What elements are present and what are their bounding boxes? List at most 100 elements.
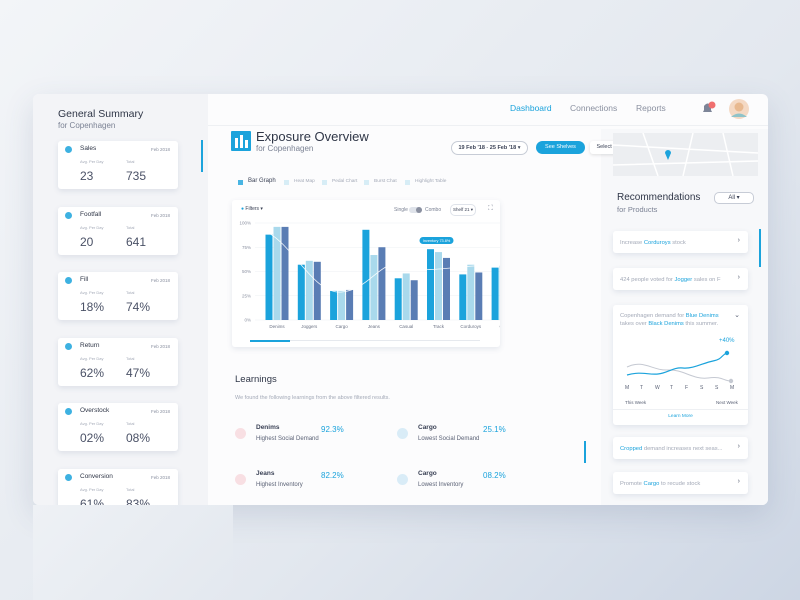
- recommendation-card[interactable]: Copenhagen demand for Blue Denims takes …: [613, 305, 748, 425]
- trend-dot: [724, 350, 730, 356]
- bottom-cover: [33, 505, 233, 600]
- tab[interactable]: Heat Map: [294, 179, 315, 184]
- x-tick-label: Track: [433, 324, 445, 329]
- recommendation-card[interactable]: Increase Corduroys stock ›: [613, 231, 748, 253]
- bar: [265, 234, 273, 320]
- avg-value: 02%: [80, 431, 105, 445]
- bar-chart: 0% 25% 50% 75% 100% Denims Joggers Cargo Jeans Ca…: [239, 221, 500, 329]
- bar: [410, 280, 418, 320]
- avg-label: Avg. Per Day: [80, 225, 104, 230]
- summary-card[interactable]: Fill Feb 2018 Avg. Per Day 18% Total 74%: [58, 272, 178, 320]
- tab[interactable]: Pedal Chart: [332, 179, 358, 184]
- map-pin: [665, 150, 671, 160]
- total-value: 641: [126, 235, 147, 249]
- day-label: M: [730, 385, 735, 391]
- rec-text-part: demand increases next seas...: [642, 446, 723, 452]
- total-value: 74%: [126, 300, 151, 314]
- active-indicator: [201, 140, 203, 172]
- avg-value: 18%: [80, 300, 105, 314]
- chevron: ⌄: [734, 312, 740, 319]
- bar: [297, 264, 305, 320]
- y-tick-label: 100%: [239, 221, 251, 226]
- filters-label: Filters: [245, 206, 260, 212]
- expand-icon[interactable]: ⛶: [488, 205, 493, 212]
- rec-highlight: Jogger: [674, 277, 693, 283]
- learning-icon: [235, 428, 246, 439]
- notification-bell[interactable]: [700, 100, 718, 116]
- recommendation-card[interactable]: Promote Cargo to recude stock ›: [613, 472, 748, 494]
- card-icon: [65, 212, 72, 219]
- chart-card: ● Filters ▾ Single Combo Shelf 21 ▾ ⛶ 0%…: [232, 200, 500, 347]
- avg-label: Avg. Per Day: [80, 290, 104, 295]
- recommendations-filter[interactable]: All ▾: [714, 192, 754, 204]
- tab-icon: [284, 180, 289, 185]
- rec-text: Copenhagen demand for Blue Denims takes …: [620, 312, 730, 328]
- rec-scroll: [759, 229, 761, 267]
- summary-card[interactable]: Footfall Feb 2018 Avg. Per Day 20 Total 641: [58, 207, 178, 255]
- y-tick-label: 0%: [244, 318, 251, 323]
- summary-card[interactable]: Sales Feb 2018 Avg. Per Day 23 Total 735: [58, 141, 178, 189]
- scroll-thumb[interactable]: [250, 340, 290, 342]
- section-title: Exposure Overview: [256, 129, 369, 144]
- tab[interactable]: Burst Chat: [374, 179, 397, 184]
- recommendation-card[interactable]: 424 people voted for Jogger sales on F ›: [613, 268, 748, 290]
- summary-card[interactable]: Overstock Feb 2018 Avg. Per Day 02% Total 08%: [58, 403, 178, 451]
- trend-dot-gray: [728, 378, 734, 384]
- filters[interactable]: ● Filters ▾: [241, 206, 263, 212]
- nav-link[interactable]: Dashboard: [510, 103, 552, 113]
- map-roads: [613, 133, 758, 176]
- tab-icon: [322, 180, 327, 185]
- total-value: 08%: [126, 431, 151, 445]
- map-bg: [613, 133, 758, 176]
- rec-text-part: 424 people voted for: [620, 277, 675, 283]
- learning-desc: Lowest Inventory: [418, 482, 464, 488]
- date-to: 25 Feb '18: [489, 145, 517, 151]
- learning-name: Cargo: [418, 424, 437, 431]
- date-from: 19 Feb '18: [458, 145, 485, 151]
- this-week: This Week: [625, 400, 647, 405]
- bar: [281, 226, 289, 320]
- header-divider: [208, 125, 768, 126]
- sidebar-title: General Summary: [58, 108, 144, 120]
- rec-highlight: Corduroys: [643, 240, 671, 246]
- section-subtitle: for Copenhagen: [256, 144, 314, 153]
- toggle[interactable]: [409, 207, 422, 213]
- bar: [338, 290, 346, 320]
- recommendation-card[interactable]: Cropped demand increases next seas... ›: [613, 437, 748, 459]
- card-date: Feb 2018: [150, 147, 170, 152]
- see-shelves-button[interactable]: See Shelves: [536, 141, 585, 154]
- tab[interactable]: Highlight Table: [415, 179, 447, 184]
- rec-text: 424 people voted for Jogger sales on F: [620, 276, 732, 284]
- avatar-head: [734, 102, 744, 112]
- learning-value: 82.2%: [321, 471, 344, 480]
- rec-text-part: sales on F: [692, 277, 721, 283]
- recommendations-title: Recommendations: [617, 192, 701, 203]
- bar: [305, 260, 313, 320]
- rec-text-part: to recude stock: [659, 481, 701, 487]
- tab[interactable]: Bar Graph: [248, 178, 276, 184]
- avg-label: Avg. Per Day: [80, 356, 104, 361]
- recommendations-subtitle: for Products: [617, 205, 658, 214]
- learn-more[interactable]: Learn More: [668, 414, 693, 419]
- learning-desc: Lowest Social Demand: [418, 436, 480, 442]
- chevron: ›: [737, 478, 740, 485]
- rec-text: Cropped demand increases next seas...: [620, 445, 732, 453]
- total-value: 47%: [126, 366, 151, 380]
- nav-link[interactable]: Connections: [570, 103, 618, 113]
- date-picker[interactable]: 19 Feb '18 - 25 Feb '18 ▾: [451, 141, 528, 155]
- day-label: S: [700, 385, 704, 391]
- badge: [708, 101, 716, 109]
- nav-link[interactable]: Reports: [636, 103, 666, 113]
- summary-card[interactable]: Return Feb 2018 Avg. Per Day 62% Total 47%: [58, 338, 178, 386]
- avatar[interactable]: [728, 98, 750, 120]
- card-date: Feb 2018: [150, 213, 170, 218]
- rec-text-part: Copenhagen demand for: [620, 313, 686, 319]
- shelf-select[interactable]: Shelf 21 ▾: [450, 204, 476, 216]
- avg-label: Avg. Per Day: [80, 159, 104, 164]
- card-icon: [65, 277, 72, 284]
- trend-blue: [626, 352, 728, 376]
- total-label: Total: [126, 225, 135, 230]
- toggle-left: Single: [394, 207, 408, 213]
- change: +40%: [719, 338, 735, 344]
- card-name: Fill: [80, 276, 89, 283]
